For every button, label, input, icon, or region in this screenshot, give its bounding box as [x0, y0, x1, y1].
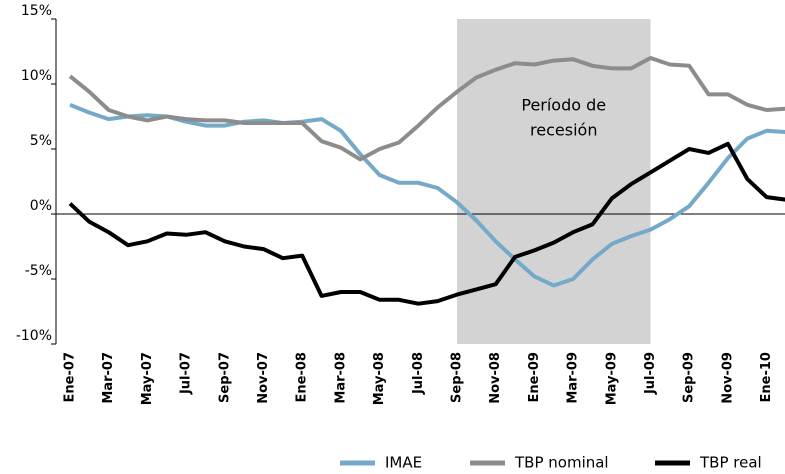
x-tick-label: Jul-09: [643, 352, 658, 395]
y-tick-label: 0%: [30, 198, 52, 214]
legend-label: IMAE: [385, 454, 422, 472]
x-tick-label: Nov-09: [720, 352, 735, 404]
legend-label: TBP real: [699, 454, 762, 472]
x-tick-label: Nov-07: [256, 352, 271, 404]
x-tick-label: May-08: [372, 352, 387, 405]
series-line: [68, 141, 785, 306]
x-tick-label: Mar-09: [566, 352, 581, 404]
x-tick-label: Ene-07: [63, 352, 78, 402]
x-tick-label: Ene-10: [759, 352, 774, 402]
x-tick-label: May-09: [604, 352, 619, 405]
legend-label: TBP nominal: [514, 454, 609, 472]
x-tick-label: Jul-07: [179, 352, 194, 395]
series-line: [69, 102, 785, 288]
x-tick-label: Nov-08: [488, 352, 503, 404]
x-tick-label: Mar-08: [333, 352, 348, 404]
y-tick-label: -5%: [25, 263, 52, 279]
y-tick-label: 5%: [30, 133, 52, 149]
series-line: [68, 56, 785, 162]
x-tick-label: Ene-09: [527, 352, 542, 402]
x-tick-label: Sep-07: [217, 352, 232, 403]
recession-label: recesión: [530, 121, 597, 140]
x-tick-label: Jul-08: [411, 352, 426, 395]
y-tick-label: 15%: [21, 3, 52, 19]
recession-label: Período de: [521, 96, 606, 115]
y-tick-label: 10%: [21, 68, 52, 84]
x-tick-label: Ene-08: [295, 352, 310, 402]
x-tick-label: Sep-09: [682, 352, 697, 403]
x-tick-label: May-07: [140, 352, 155, 405]
y-tick-label: -10%: [16, 328, 52, 344]
x-tick-label: Sep-08: [450, 352, 465, 403]
x-tick-label: Mar-07: [101, 352, 116, 404]
